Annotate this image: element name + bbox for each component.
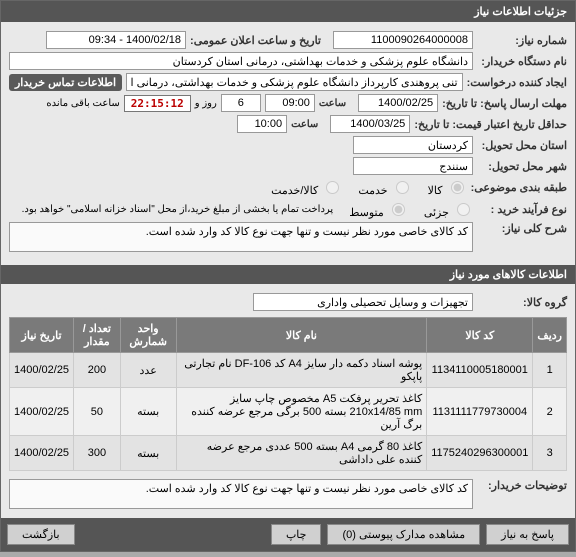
col-name: نام کالا: [176, 318, 427, 353]
contact-badge[interactable]: اطلاعات تماس خریدار: [9, 74, 122, 91]
col-unit: واحد شمارش: [120, 318, 176, 353]
city-field: [353, 157, 473, 175]
need-no-label: شماره نیاز:: [477, 34, 567, 47]
cat-service-option[interactable]: خدمت: [358, 178, 411, 197]
province-label: استان محل تحویل:: [477, 139, 567, 152]
table-row: 11134110005180001پوشه اسناد دکمه دار سای…: [10, 353, 567, 388]
print-button[interactable]: چاپ: [271, 524, 322, 545]
buyer-notes-label: توضیحات خریدار:: [477, 479, 567, 492]
proc-mid-option[interactable]: متوسط: [349, 200, 408, 219]
table-row: 31175240296300001کاغذ 80 گرمی A4 بسته 50…: [10, 436, 567, 471]
col-date: تاریخ نیاز: [10, 318, 74, 353]
goods-section-title: اطلاعات کالاهای مورد نیاز: [1, 265, 575, 284]
buyer-notes-field: کد کالای خاصی مورد نظر نیست و تنها جهت ن…: [9, 479, 473, 509]
deadline-date: [358, 94, 438, 112]
days-left: [221, 94, 261, 112]
valid-date: [330, 115, 410, 133]
group-field: [253, 293, 473, 311]
deadline-time: [265, 94, 315, 112]
buyer-field: [9, 52, 473, 70]
creator-field: [126, 73, 463, 91]
countdown: 22:15:12: [124, 95, 191, 112]
back-button[interactable]: بازگشت: [7, 524, 75, 545]
announce-label: تاریخ و ساعت اعلان عمومی:: [190, 34, 321, 47]
cat-goods-service-option[interactable]: کالا/خدمت: [271, 178, 342, 197]
valid-label: حداقل تاریخ اعتبار قیمت: تا تاریخ:: [414, 118, 567, 131]
process-label: نوع فرآیند خرید :: [477, 203, 567, 216]
payment-note: پرداخت تمام یا بخشی از مبلغ خرید،از محل …: [9, 204, 333, 215]
table-row: 21131111779730004کاغذ تحریر پرفکت A5 مخص…: [10, 388, 567, 436]
province-field: [353, 136, 473, 154]
col-code: کد کالا: [427, 318, 533, 353]
city-label: شهر محل تحویل:: [477, 160, 567, 173]
need-title-label: شرح کلی نیاز:: [477, 222, 567, 235]
group-label: گروه کالا:: [477, 296, 567, 309]
creator-label: ایجاد کننده درخواست:: [467, 76, 567, 89]
time-label-1: ساعت: [319, 98, 346, 109]
buyer-label: نام دستگاه خریدار:: [477, 55, 567, 68]
need-no-field: [333, 31, 473, 49]
col-row: ردیف: [533, 318, 567, 353]
need-title-field: کد کالای خاصی مورد نظر نیست و تنها جهت ن…: [9, 222, 473, 252]
col-qty: تعداد / مقدار: [74, 318, 121, 353]
panel-title: جزئیات اطلاعات نیاز: [1, 1, 575, 22]
attachments-button[interactable]: مشاهده مدارک پیوستی (0): [327, 524, 480, 545]
deadline-label: مهلت ارسال پاسخ: تا تاریخ:: [442, 97, 567, 110]
announce-field: [46, 31, 186, 49]
remaining-label: ساعت باقی مانده: [46, 98, 119, 109]
cat-goods-option[interactable]: کالا: [428, 178, 467, 197]
proc-low-option[interactable]: جزئی: [424, 200, 473, 219]
items-table: ردیف کد کالا نام کالا واحد شمارش تعداد /…: [9, 317, 567, 471]
time-label-2: ساعت: [291, 119, 318, 130]
category-label: طبقه بندی موضوعی:: [471, 181, 567, 194]
days-label: روز و: [195, 98, 217, 109]
valid-time: [237, 115, 287, 133]
respond-button[interactable]: پاسخ به نیاز: [486, 524, 569, 545]
